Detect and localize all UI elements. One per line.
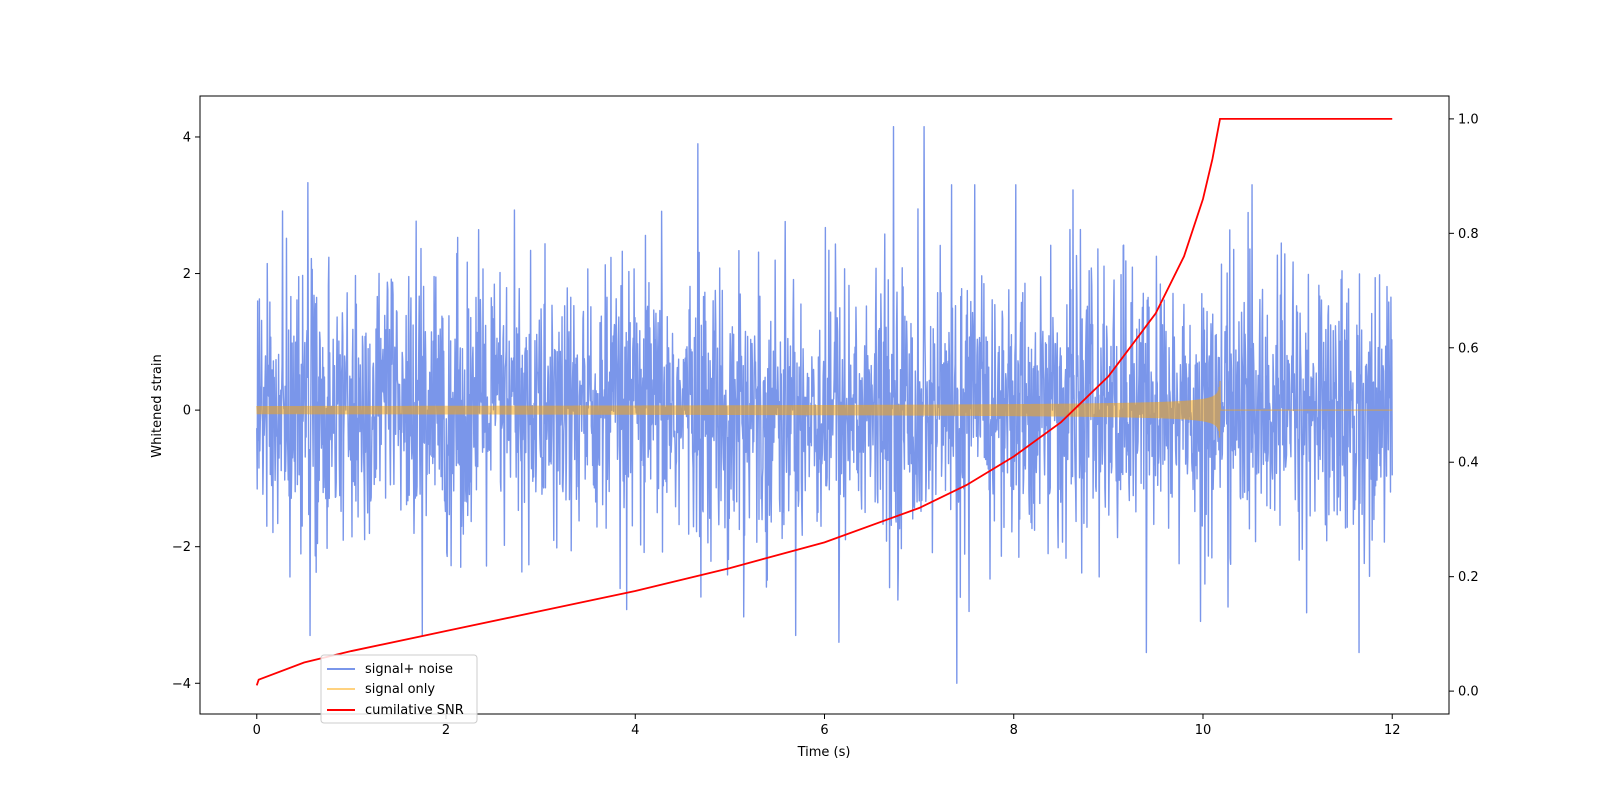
y-right-tick-label: 0.6 [1458,341,1479,356]
x-tick-label: 12 [1384,723,1401,738]
y-axis-left: −4 −2 0 2 4 [172,130,200,692]
y-tick-label: 2 [183,267,191,282]
y-tick-label: −2 [172,540,191,555]
legend-label-signal-only: signal only [365,682,435,697]
legend-box [320,654,478,724]
x-tick-label: 6 [820,723,828,738]
x-tick-label: 8 [1010,723,1018,738]
x-tick-label: 10 [1195,723,1212,738]
series-signal-only-line [256,381,1393,438]
y-tick-label: −4 [172,677,191,692]
x-tick-label: 4 [631,723,639,738]
y-tick-label: 4 [183,130,191,145]
y-right-tick-label: 0.0 [1458,685,1479,700]
y-right-tick-label: 1.0 [1458,112,1479,127]
series-cumulative-snr-line [255,117,1393,686]
y-right-tick-label: 0.4 [1458,456,1479,471]
x-tick-label: 0 [253,723,261,738]
x-axis: 0 2 4 6 8 10 12 [253,714,1401,738]
y-right-tick-label: 0.2 [1458,570,1479,585]
legend-label-signal-plus-noise: signal+ noise [365,662,453,677]
series-signal-plus-noise-line [256,126,1393,684]
y-tick-label: 0 [183,404,191,419]
y-axis-right: 0.0 0.2 0.4 0.6 0.8 1.0 [1449,112,1479,700]
x-tick-label: 2 [442,723,450,738]
legend: signal+ noise signal only cumilative SNR [320,654,478,724]
legend-label-cumulative-snr: cumilative SNR [365,703,464,718]
x-axis-label: Time (s) [797,745,851,760]
y-axis-label: Whitened strain [150,354,165,457]
y-right-tick-label: 0.8 [1458,227,1479,242]
plot-area [255,117,1393,686]
